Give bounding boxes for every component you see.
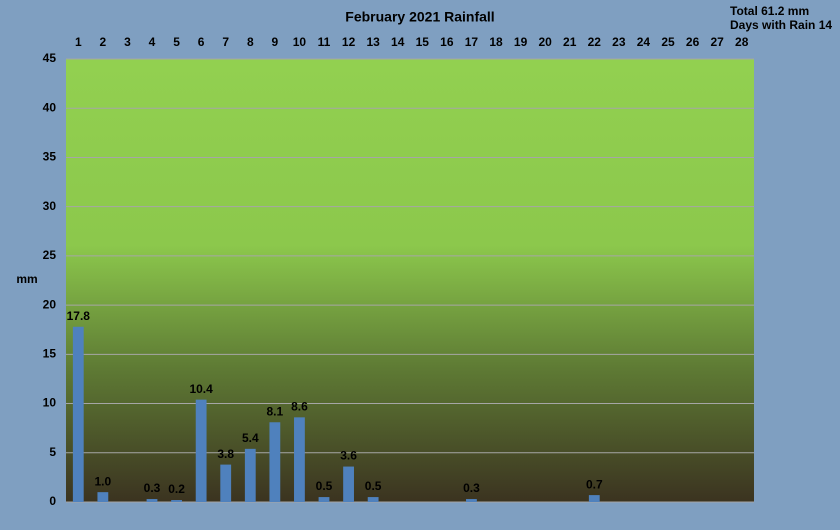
x-tick-label: 19 <box>514 35 528 49</box>
x-tick-label: 22 <box>588 35 602 49</box>
x-tick-label: 2 <box>100 35 107 49</box>
data-label: 0.3 <box>144 481 161 495</box>
data-label: 3.6 <box>340 449 357 463</box>
chart-title: February 2021 Rainfall <box>345 9 494 25</box>
y-tick-label: 10 <box>43 396 57 410</box>
y-tick-label: 5 <box>49 445 56 459</box>
x-tick-label: 4 <box>149 35 156 49</box>
y-tick-label: 35 <box>43 150 57 164</box>
annotation: Total 61.2 mm <box>730 4 809 18</box>
bar <box>97 492 109 502</box>
x-tick-label: 23 <box>612 35 626 49</box>
x-tick-label: 6 <box>198 35 205 49</box>
bar <box>72 326 84 502</box>
bar <box>220 464 232 502</box>
bar <box>466 499 477 502</box>
data-label: 0.2 <box>168 482 185 496</box>
x-tick-label: 7 <box>222 35 229 49</box>
x-tick-label: 11 <box>318 35 331 49</box>
bar <box>588 495 600 502</box>
x-tick-label: 15 <box>416 35 430 49</box>
data-label: 1.0 <box>95 474 112 488</box>
x-tick-label: 13 <box>366 35 380 49</box>
bar <box>269 422 281 502</box>
data-label: 0.3 <box>463 481 480 495</box>
data-label: 0.5 <box>365 479 382 493</box>
x-tick-label: 26 <box>686 35 700 49</box>
y-tick-label: 30 <box>43 199 57 213</box>
bar <box>367 497 379 502</box>
bar <box>146 499 158 502</box>
data-label: 0.5 <box>316 479 333 493</box>
x-tick-label: 20 <box>538 35 552 49</box>
y-tick-label: 40 <box>43 100 57 114</box>
y-tick-label: 25 <box>43 248 57 262</box>
y-tick-label: 0 <box>49 494 56 508</box>
x-tick-label: 18 <box>489 35 503 49</box>
x-tick-label: 5 <box>173 35 180 49</box>
y-tick-label: 15 <box>43 347 57 361</box>
data-label: 8.1 <box>267 404 284 418</box>
x-tick-label: 24 <box>637 35 651 49</box>
x-tick-label: 21 <box>563 35 577 49</box>
bar <box>244 448 256 502</box>
y-axis-label: mm <box>16 272 37 286</box>
x-tick-label: 10 <box>293 35 307 49</box>
data-label: 10.4 <box>189 382 213 396</box>
bar <box>343 466 354 502</box>
bar <box>195 399 207 502</box>
x-tick-label: 12 <box>342 35 356 49</box>
data-label: 17.8 <box>67 309 91 323</box>
plot-area <box>66 59 754 502</box>
x-tick-label: 17 <box>465 35 479 49</box>
bar <box>171 500 182 502</box>
x-tick-label: 27 <box>710 35 724 49</box>
data-label: 8.6 <box>291 400 308 414</box>
y-tick-label: 20 <box>43 297 57 311</box>
bar <box>318 497 330 502</box>
x-tick-label: 3 <box>124 35 131 49</box>
x-tick-label: 25 <box>661 35 675 49</box>
x-tick-label: 1 <box>75 35 82 49</box>
x-tick-label: 9 <box>272 35 279 49</box>
x-tick-label: 28 <box>735 35 749 49</box>
x-tick-label: 8 <box>247 35 254 49</box>
x-tick-label: 14 <box>391 35 405 49</box>
data-label: 5.4 <box>242 431 259 445</box>
annotation: Days with Rain 14 <box>730 18 832 32</box>
data-label: 3.8 <box>217 447 234 461</box>
data-label: 0.7 <box>586 477 603 491</box>
bar <box>294 417 305 502</box>
y-tick-label: 45 <box>43 51 57 65</box>
x-tick-label: 16 <box>440 35 454 49</box>
